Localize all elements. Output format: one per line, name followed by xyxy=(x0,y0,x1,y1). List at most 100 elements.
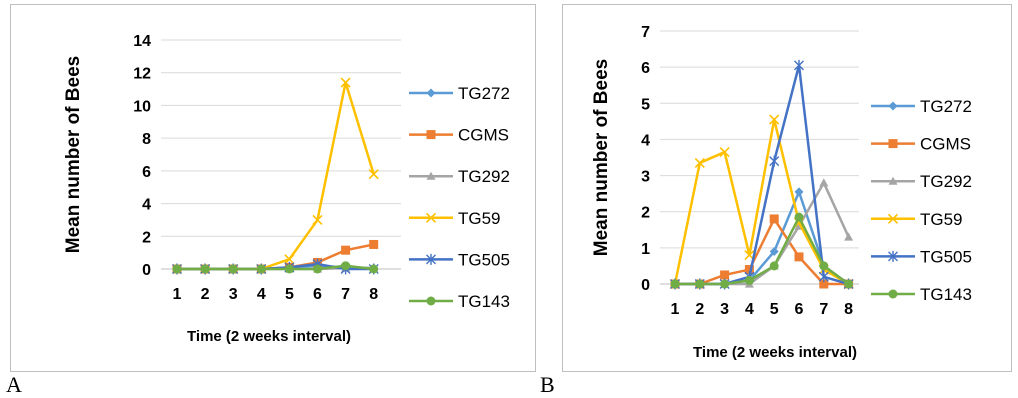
legend-marker-a-TG272 xyxy=(426,88,436,98)
legend-label-a-TG59: TG59 xyxy=(458,209,501,228)
point-a-TG143-2-shape xyxy=(200,264,210,274)
y-tick-label-b-5: 5 xyxy=(641,96,650,113)
x-tick-label-a-4: 5 xyxy=(285,286,294,303)
legend-marker-b-CGMS xyxy=(888,139,898,149)
legend-label-a-TG143: TG143 xyxy=(458,292,510,311)
point-b-TG505-7-shape xyxy=(818,271,829,283)
y-tick-label-b-3: 3 xyxy=(641,169,650,186)
point-b-TG59-2 xyxy=(694,157,705,168)
x-tick-label-b-6: 7 xyxy=(819,301,828,318)
point-b-CGMS-4 xyxy=(744,265,754,275)
point-b-TG272-6-shape xyxy=(794,187,804,197)
y-tick-label-b-1: 1 xyxy=(641,241,650,258)
legend-item-b-TG292: TG292 xyxy=(871,172,972,191)
legend-label-b-TG143: TG143 xyxy=(920,285,972,304)
legend-item-b-TG505: TG505 xyxy=(871,247,972,266)
x-tick-label-a-6: 7 xyxy=(341,286,350,303)
legend-item-a-TG272: TG272 xyxy=(409,84,510,103)
legend-label-a-TG505: TG505 xyxy=(458,250,510,269)
legend-label-b-TG505: TG505 xyxy=(920,247,972,266)
panel-label-b: B xyxy=(540,372,555,397)
x-axis-title-a: Time (2 weeks interval) xyxy=(187,328,351,345)
legend-item-b-TG59: TG59 xyxy=(871,210,963,229)
legend-marker-a-TG143-shape xyxy=(426,296,436,306)
point-b-CGMS-4-shape xyxy=(744,265,754,275)
legend-marker-a-TG505-shape xyxy=(426,253,436,265)
point-b-CGMS-7 xyxy=(819,279,829,289)
point-b-CGMS-5-shape xyxy=(769,214,779,224)
x-tick-label-a-1: 2 xyxy=(201,286,210,303)
point-b-TG505-7 xyxy=(818,271,829,283)
legend-marker-a-TG505 xyxy=(426,253,436,265)
x-tick-label-a-7: 8 xyxy=(369,286,378,303)
legend-label-a-TG272: TG272 xyxy=(458,84,510,103)
point-b-TG59-3 xyxy=(719,147,730,158)
y-tick-label-b-0: 0 xyxy=(641,277,650,294)
point-a-TG143-7 xyxy=(341,261,351,271)
legend-marker-b-TG292-shape xyxy=(888,176,898,185)
point-b-TG505-5 xyxy=(769,155,780,167)
point-b-CGMS-3 xyxy=(720,270,730,280)
legend-label-b-TG272: TG272 xyxy=(920,97,972,116)
panel-label-a: A xyxy=(6,372,22,397)
y-tick-label-a-4: 8 xyxy=(142,131,151,148)
point-b-TG292-8-shape xyxy=(844,232,854,241)
x-tick-label-a-2: 3 xyxy=(229,286,238,303)
point-a-CGMS-7 xyxy=(341,245,351,255)
legend-item-b-TG143: TG143 xyxy=(871,285,972,304)
point-a-TG143-4 xyxy=(256,264,266,274)
legend-marker-b-CGMS-shape xyxy=(888,139,898,149)
point-b-TG143-3-shape xyxy=(720,279,730,289)
legend-item-a-CGMS: CGMS xyxy=(409,126,509,145)
x-tick-label-b-5: 6 xyxy=(795,301,804,318)
legend-item-a-TG292: TG292 xyxy=(409,167,510,186)
point-a-TG59-5-shape xyxy=(284,254,295,265)
x-tick-label-b-2: 3 xyxy=(720,301,729,318)
point-b-TG143-5-shape xyxy=(769,261,779,271)
legend-label-a-CGMS: CGMS xyxy=(458,126,509,145)
legend-item-b-TG272: TG272 xyxy=(871,97,972,116)
legend-label-a-TG292: TG292 xyxy=(458,167,510,186)
point-b-TG143-7-shape xyxy=(819,261,829,271)
point-b-TG272-5-shape xyxy=(769,246,779,256)
point-a-TG143-5-shape xyxy=(284,264,294,274)
legend-marker-a-TG272-shape xyxy=(426,88,436,98)
point-b-CGMS-5 xyxy=(769,214,779,224)
point-b-TG272-5 xyxy=(769,246,779,256)
y-tick-label-b-7: 7 xyxy=(641,24,650,41)
legend-item-a-TG59: TG59 xyxy=(409,209,501,228)
series-line-a-TG59 xyxy=(177,81,375,271)
x-tick-label-a-0: 1 xyxy=(173,286,182,303)
point-a-TG59-6 xyxy=(312,214,323,225)
point-a-CGMS-8-shape xyxy=(369,239,379,249)
point-b-TG143-1-shape xyxy=(670,279,680,289)
point-b-TG143-4 xyxy=(744,275,754,285)
y-tick-label-a-5: 10 xyxy=(133,98,151,115)
point-b-TG143-6 xyxy=(794,212,804,222)
point-a-TG143-1 xyxy=(172,264,182,274)
point-a-TG143-3-shape xyxy=(228,264,238,274)
x-tick-label-b-0: 1 xyxy=(671,301,680,318)
point-b-CGMS-6 xyxy=(794,252,804,262)
point-a-TG143-4-shape xyxy=(256,264,266,274)
y-tick-label-a-1: 2 xyxy=(142,229,151,246)
x-axis-title-b: Time (2 weeks interval) xyxy=(693,344,857,361)
point-b-CGMS-6-shape xyxy=(794,252,804,262)
legend-marker-b-TG143-shape xyxy=(888,289,898,299)
point-a-TG143-8-shape xyxy=(369,264,379,274)
point-b-TG292-7-shape xyxy=(819,178,829,187)
point-a-TG59-6-shape xyxy=(312,214,323,225)
point-a-CGMS-8 xyxy=(369,239,379,249)
y-tick-label-a-7: 14 xyxy=(133,33,151,50)
series-line-a-TG143 xyxy=(177,264,374,271)
x-tick-label-a-3: 4 xyxy=(257,286,266,303)
legend-marker-a-TG292-shape xyxy=(426,171,436,180)
point-a-TG59-7 xyxy=(340,77,351,88)
point-b-TG59-3-shape xyxy=(719,147,730,158)
point-b-TG143-8 xyxy=(844,279,854,289)
legend-marker-a-CGMS-shape xyxy=(426,130,436,140)
legend-label-b-TG292: TG292 xyxy=(920,172,972,191)
point-b-TG143-1 xyxy=(670,279,680,289)
y-tick-label-b-6: 6 xyxy=(641,60,650,77)
legend-marker-b-TG505 xyxy=(888,250,898,262)
